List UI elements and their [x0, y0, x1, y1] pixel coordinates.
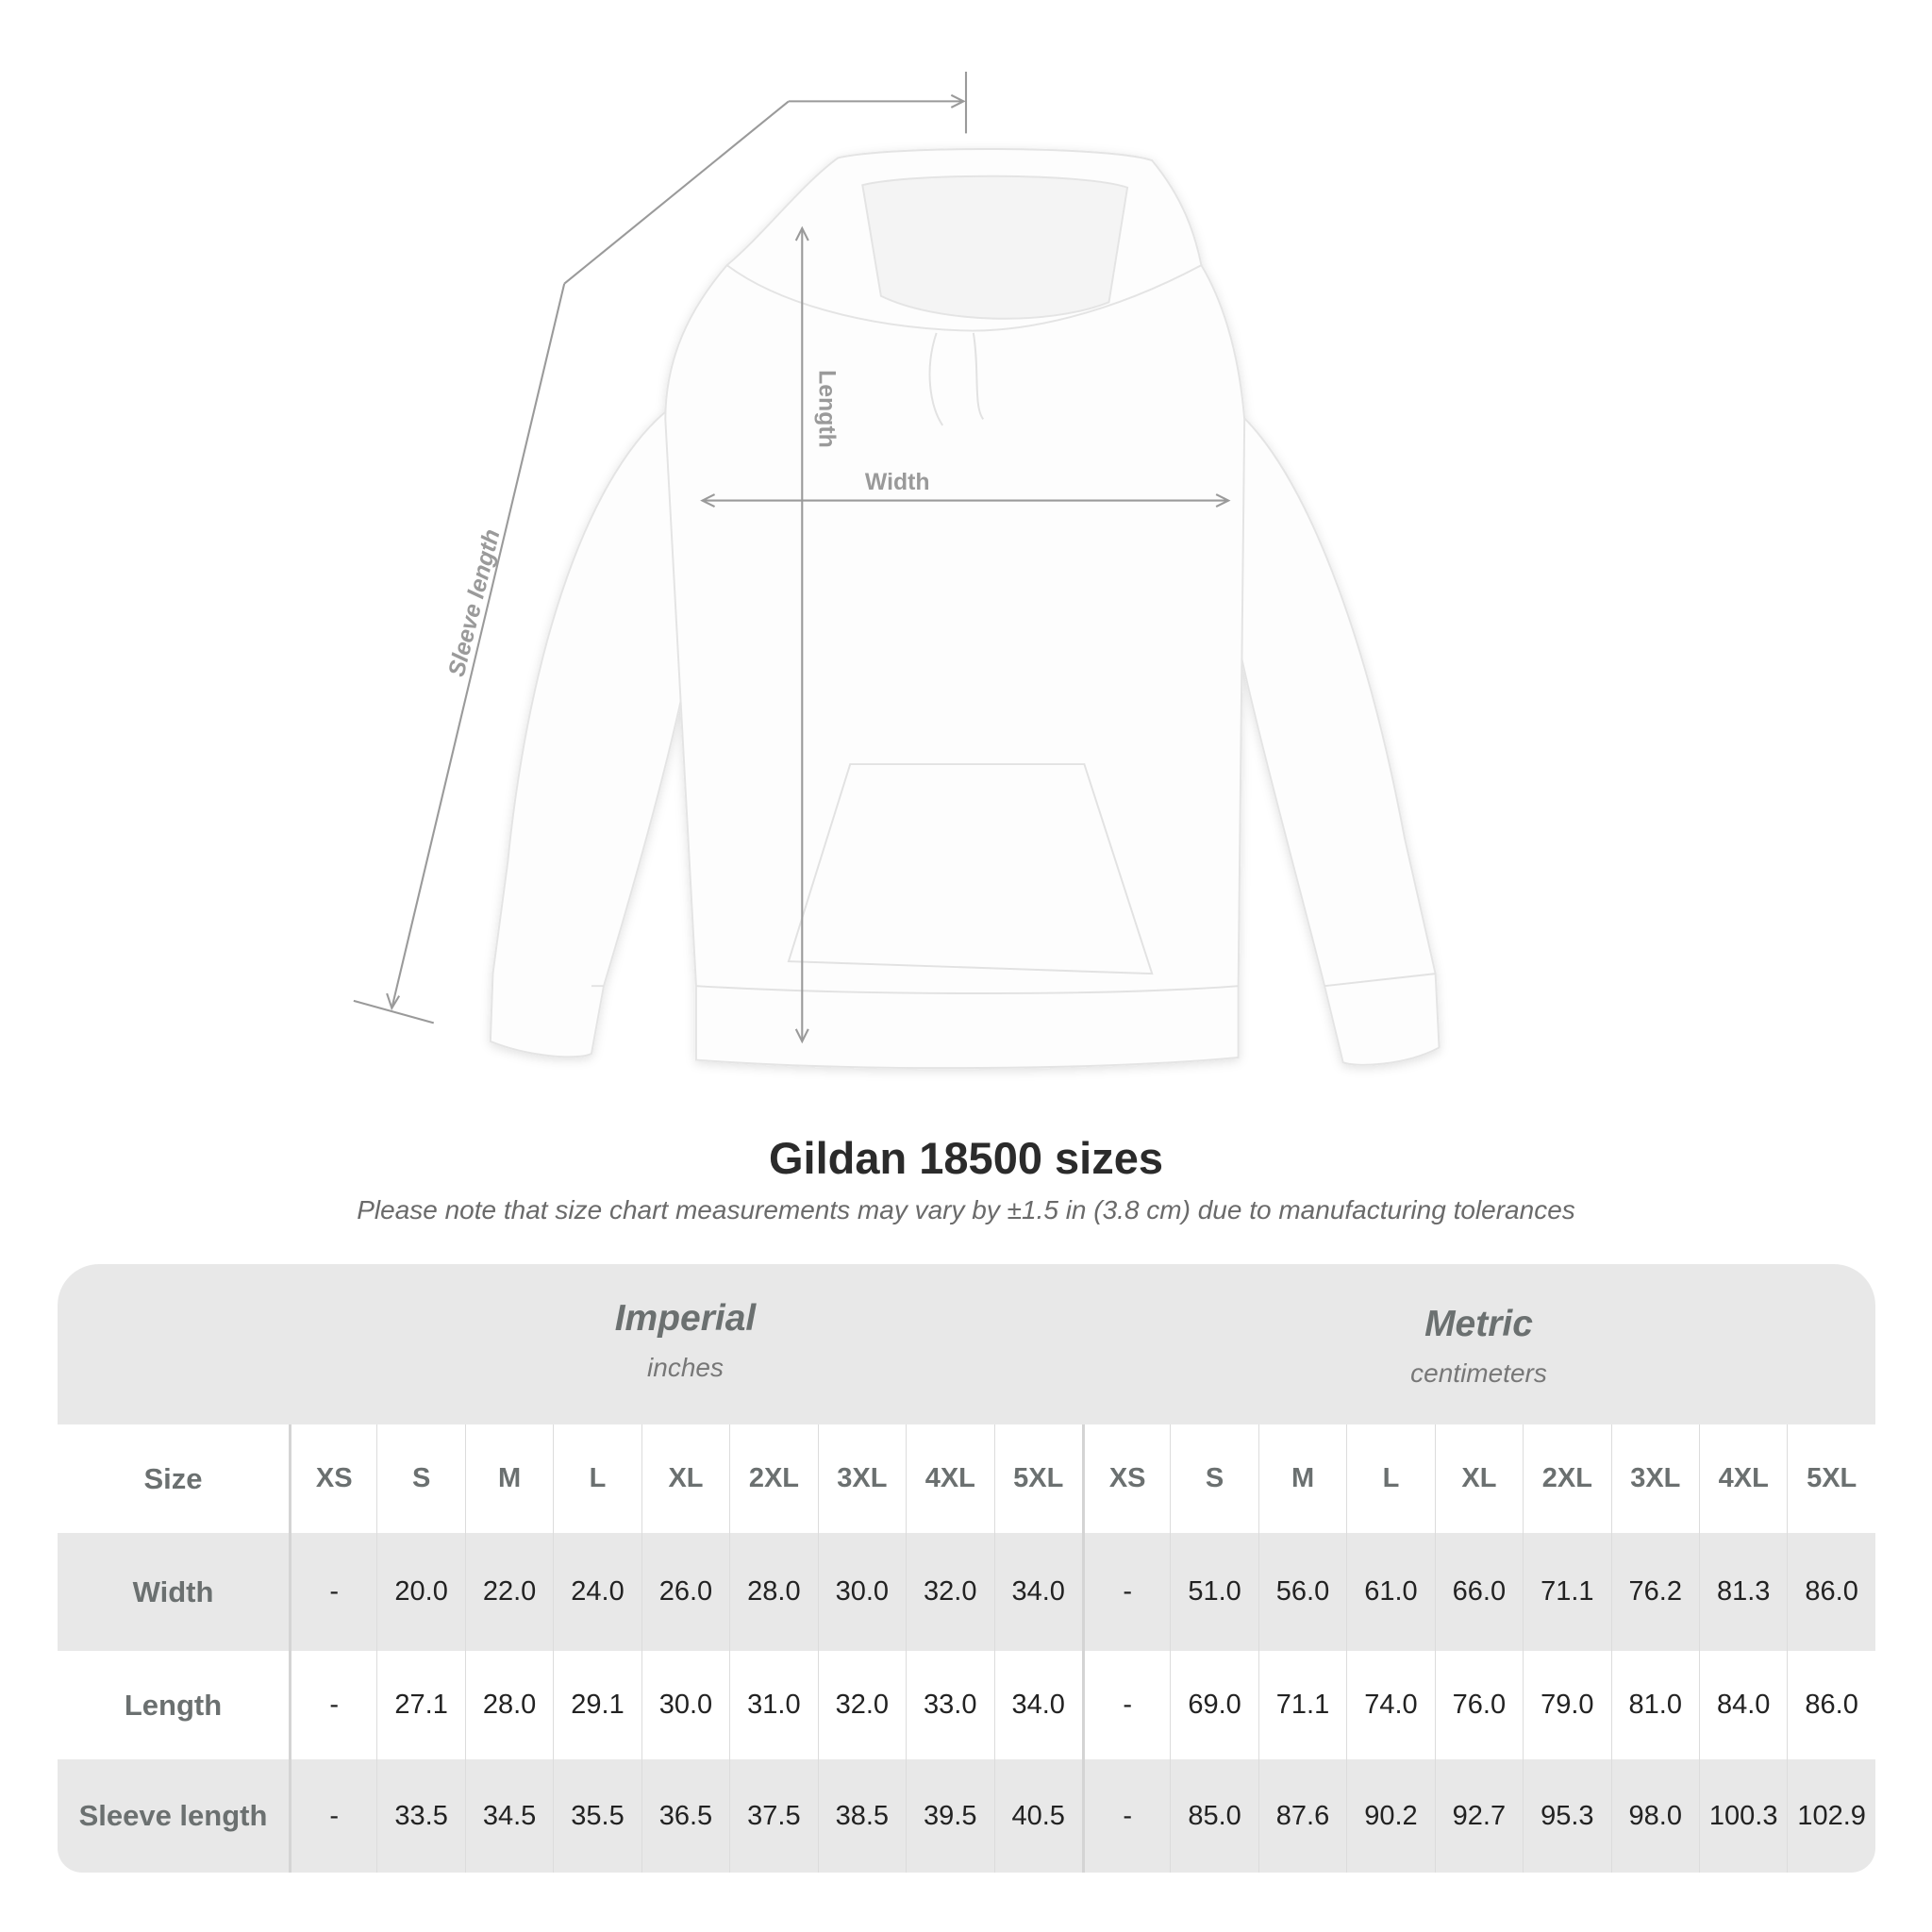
measure-lines — [353, 72, 1231, 1044]
metric-value: 74.0 — [1346, 1651, 1434, 1759]
size-header-imperial: S — [376, 1424, 464, 1533]
size-header-imperial: XL — [641, 1424, 729, 1533]
metric-value: 90.2 — [1346, 1759, 1434, 1873]
imperial-value: 33.0 — [906, 1651, 993, 1759]
imperial-value: 35.5 — [553, 1759, 641, 1873]
table-row: Length -27.1 28.0 29.1 30.0 31.0 32.0 33.0 34.0-… — [58, 1651, 1875, 1759]
metric-value: 81.3 — [1699, 1533, 1787, 1651]
imperial-value: 27.1 — [376, 1651, 464, 1759]
hoodie-diagram: Length Width Sleeve length — [353, 72, 1441, 1070]
metric-value: 85.0 — [1170, 1759, 1257, 1873]
imperial-value: 32.0 — [906, 1533, 993, 1651]
metric-value: 87.6 — [1257, 1759, 1346, 1873]
imperial-header: Imperial inches — [289, 1298, 1082, 1383]
metric-value: 66.0 — [1434, 1533, 1523, 1651]
metric-value: 102.9 — [1787, 1759, 1874, 1873]
imperial-value: 32.0 — [817, 1651, 906, 1759]
metric-value: 76.2 — [1610, 1533, 1699, 1651]
hoodie-details — [591, 332, 1436, 994]
size-header-imperial: XS — [289, 1424, 376, 1533]
size-table: Imperial inches Metric centimeters Size X… — [58, 1264, 1875, 1873]
metric-value: 86.0 — [1787, 1533, 1874, 1651]
size-header-imperial: 2XL — [729, 1424, 817, 1533]
imperial-value: 30.0 — [641, 1651, 729, 1759]
table-header-band — [58, 1264, 1875, 1424]
imperial-value: 34.0 — [993, 1533, 1082, 1651]
size-header-imperial: 5XL — [993, 1424, 1082, 1533]
size-header-metric: 4XL — [1699, 1424, 1787, 1533]
size-header-metric: 5XL — [1787, 1424, 1874, 1533]
size-header-metric: 2XL — [1523, 1424, 1610, 1533]
table-row: Sleeve length -33.5 34.5 35.5 36.5 37.5 38.5 39… — [58, 1759, 1875, 1873]
metric-value: 79.0 — [1523, 1651, 1610, 1759]
metric-unit: centimeters — [1410, 1358, 1547, 1388]
imperial-value: 34.0 — [993, 1651, 1082, 1759]
row-label: Width — [132, 1574, 214, 1608]
imperial-value: 38.5 — [817, 1759, 906, 1873]
length-label: Length — [814, 370, 840, 448]
size-header-row: Size XS S M L XL 2XL 3XL 4XL 5XL XS S M L XL 2XL 3XL 4XL 5… — [58, 1424, 1875, 1533]
metric-value: 81.0 — [1610, 1651, 1699, 1759]
size-header-imperial: 3XL — [817, 1424, 906, 1533]
imperial-title: Imperial — [614, 1298, 757, 1339]
imperial-value: 28.0 — [464, 1651, 553, 1759]
imperial-value: 33.5 — [376, 1759, 464, 1873]
size-header-metric: XS — [1081, 1424, 1170, 1533]
tolerance-note: Please note that size chart measurements… — [357, 1195, 1575, 1224]
metric-value: 51.0 — [1170, 1533, 1257, 1651]
size-header-imperial: 4XL — [906, 1424, 993, 1533]
size-header-metric: L — [1346, 1424, 1434, 1533]
imperial-value: - — [289, 1759, 376, 1873]
imperial-value: 30.0 — [817, 1533, 906, 1651]
metric-header: Metric centimeters — [1082, 1304, 1875, 1389]
metric-value: 95.3 — [1523, 1759, 1610, 1873]
metric-value: 98.0 — [1610, 1759, 1699, 1873]
metric-value: 61.0 — [1346, 1533, 1434, 1651]
imperial-unit: inches — [647, 1353, 724, 1382]
size-header-metric: XL — [1434, 1424, 1523, 1533]
width-label: Width — [865, 470, 930, 495]
imperial-value: 37.5 — [729, 1759, 817, 1873]
page-title: Gildan 18500 sizes — [768, 1133, 1164, 1183]
metric-value: - — [1081, 1533, 1170, 1651]
metric-value: 76.0 — [1434, 1651, 1523, 1759]
imperial-value: 34.5 — [464, 1759, 553, 1873]
table-row: Width -20.0 22.0 24.0 26.0 28.0 30.0 32.0 34.0-5… — [58, 1533, 1875, 1651]
hoodie-image — [489, 147, 1441, 1070]
metric-title: Metric — [1424, 1304, 1533, 1344]
metric-value: 86.0 — [1787, 1651, 1874, 1759]
row-label: Length — [124, 1688, 223, 1722]
metric-value: - — [1081, 1651, 1170, 1759]
metric-value: - — [1081, 1759, 1170, 1873]
metric-value: 100.3 — [1699, 1759, 1787, 1873]
imperial-value: 40.5 — [993, 1759, 1082, 1873]
size-header-metric: S — [1170, 1424, 1257, 1533]
imperial-value: 24.0 — [553, 1533, 641, 1651]
metric-value: 84.0 — [1699, 1651, 1787, 1759]
metric-value: 71.1 — [1523, 1533, 1610, 1651]
imperial-value: 28.0 — [729, 1533, 817, 1651]
imperial-value: 20.0 — [376, 1533, 464, 1651]
metric-value: 71.1 — [1257, 1651, 1346, 1759]
imperial-value: 26.0 — [641, 1533, 729, 1651]
imperial-value: - — [289, 1533, 376, 1651]
metric-value: 56.0 — [1257, 1533, 1346, 1651]
imperial-value: 31.0 — [729, 1651, 817, 1759]
imperial-value: 29.1 — [553, 1651, 641, 1759]
size-label: Size — [143, 1461, 203, 1495]
metric-value: 92.7 — [1434, 1759, 1523, 1873]
size-header-imperial: M — [464, 1424, 553, 1533]
row-label: Sleeve length — [78, 1799, 268, 1832]
imperial-value: 22.0 — [464, 1533, 553, 1651]
size-header-metric: M — [1257, 1424, 1346, 1533]
size-header-imperial: L — [553, 1424, 641, 1533]
size-header-metric: 3XL — [1610, 1424, 1699, 1533]
metric-value: 69.0 — [1170, 1651, 1257, 1759]
imperial-value: 36.5 — [641, 1759, 729, 1873]
imperial-value: - — [289, 1651, 376, 1759]
imperial-value: 39.5 — [906, 1759, 993, 1873]
